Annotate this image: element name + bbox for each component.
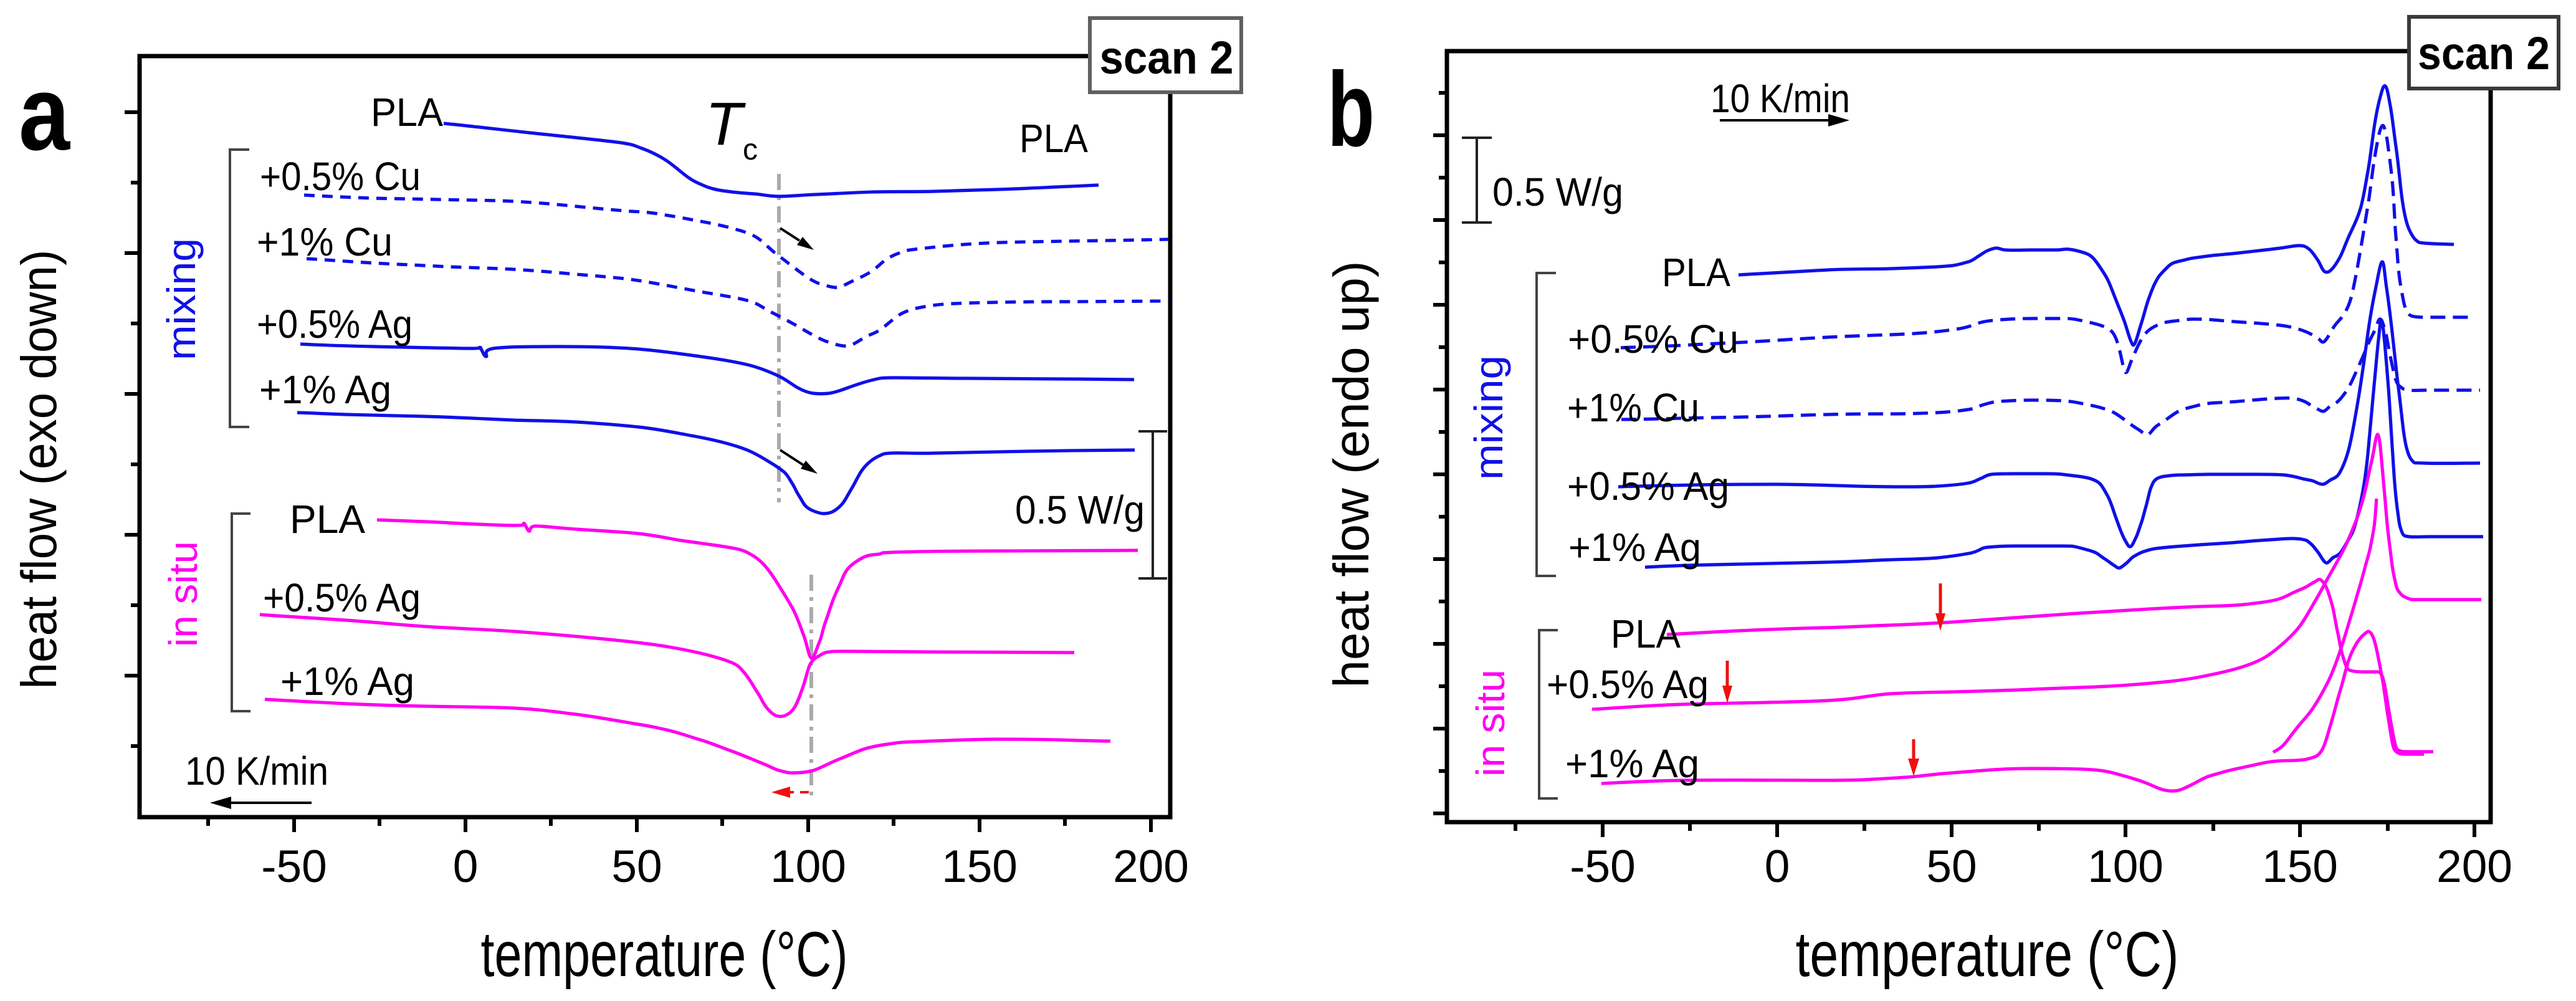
svg-text:b: b — [1327, 50, 1375, 169]
svg-text:PLA: PLA — [1611, 611, 1681, 656]
svg-text:50: 50 — [1926, 841, 1977, 892]
svg-text:50: 50 — [611, 841, 662, 892]
svg-text:150: 150 — [942, 841, 1018, 892]
svg-text:+1% Ag: +1% Ag — [1568, 525, 1701, 570]
svg-text:+0.5% Ag: +0.5% Ag — [1547, 662, 1709, 707]
svg-text:200: 200 — [2436, 841, 2512, 892]
svg-text:scan 2: scan 2 — [1100, 32, 1234, 84]
svg-text:0.5 W/g: 0.5 W/g — [1492, 170, 1623, 214]
svg-text:0: 0 — [1765, 841, 1790, 892]
svg-text:mixing: mixing — [159, 238, 204, 360]
svg-text:a: a — [19, 54, 70, 173]
svg-text:PLA: PLA — [290, 497, 365, 542]
svg-text:mixing: mixing — [1466, 355, 1511, 480]
svg-text:150: 150 — [2262, 841, 2338, 892]
svg-text:+1% Ag: +1% Ag — [259, 367, 391, 412]
svg-text:temperature (°C): temperature (°C) — [1796, 919, 2179, 990]
svg-text:100: 100 — [770, 841, 846, 892]
svg-text:200: 200 — [1113, 841, 1189, 892]
svg-text:+1% Ag: +1% Ag — [1565, 741, 1699, 786]
svg-text:in situ: in situ — [161, 541, 206, 647]
svg-text:+1% Ag: +1% Ag — [280, 659, 414, 704]
svg-text:+0.5% Ag: +0.5% Ag — [257, 302, 413, 347]
svg-text:+1% Cu: +1% Cu — [1567, 385, 1699, 430]
svg-text:scan 2: scan 2 — [2418, 27, 2550, 79]
svg-text:PLA: PLA — [371, 90, 443, 135]
svg-text:+1% Cu: +1% Cu — [257, 219, 393, 264]
svg-text:0.5 W/g: 0.5 W/g — [1015, 487, 1145, 532]
svg-text:+0.5% Ag: +0.5% Ag — [1567, 464, 1729, 509]
svg-text:c: c — [743, 133, 758, 166]
svg-text:T: T — [705, 90, 746, 158]
svg-text:+0.5% Ag: +0.5% Ag — [263, 575, 421, 620]
svg-text:+0.5% Cu: +0.5% Cu — [1568, 317, 1739, 362]
svg-text:PLA: PLA — [1019, 116, 1088, 161]
svg-text:temperature (°C): temperature (°C) — [481, 919, 848, 990]
svg-text:PLA: PLA — [1662, 250, 1730, 295]
svg-text:100: 100 — [2087, 841, 2163, 892]
svg-text:heat flow (endo up): heat flow (endo up) — [1324, 261, 1379, 688]
svg-text:0: 0 — [453, 841, 479, 892]
svg-text:-50: -50 — [1570, 841, 1636, 892]
svg-text:in situ: in situ — [1468, 669, 1513, 777]
svg-text:heat flow (exo down): heat flow (exo down) — [11, 250, 67, 689]
svg-text:10 K/min: 10 K/min — [1710, 76, 1850, 121]
svg-text:10 K/min: 10 K/min — [185, 749, 328, 793]
svg-text:-50: -50 — [261, 841, 327, 892]
svg-text:+0.5% Cu: +0.5% Cu — [260, 154, 421, 199]
